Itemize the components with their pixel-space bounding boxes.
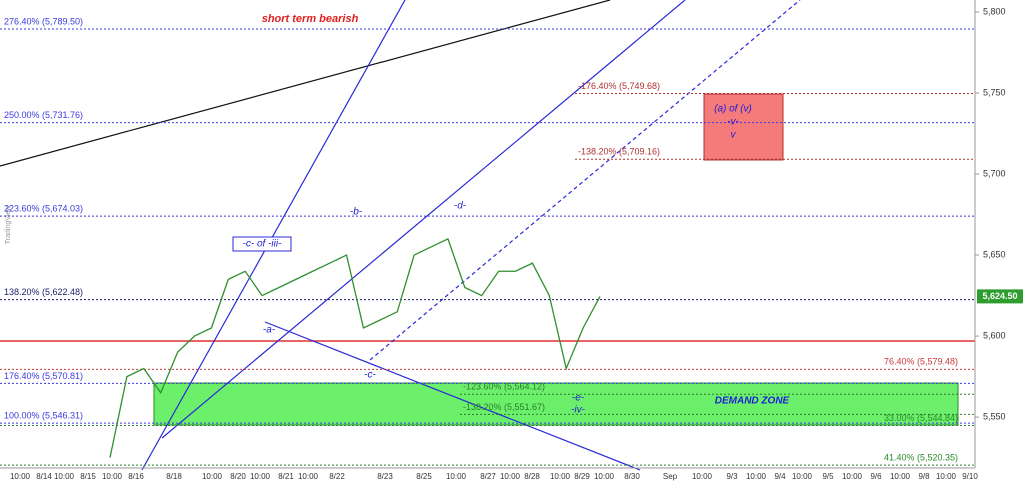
annotation: -a-	[263, 325, 276, 336]
x-tick-label: 10:00	[202, 472, 223, 481]
x-tick-label: 9/10	[962, 472, 978, 481]
x-tick-label: 8/15	[80, 472, 96, 481]
target-box	[703, 93, 784, 161]
x-tick-label: 8/14	[36, 472, 52, 481]
last-price-box	[977, 289, 1023, 304]
annotation: -b-	[350, 207, 363, 218]
y-tick-label: 5,650	[983, 249, 1006, 259]
x-tick-label: 10:00	[298, 472, 319, 481]
trend-line	[0, 0, 611, 167]
x-tick-label: 8/25	[416, 472, 432, 481]
x-tick-label: 10:00	[500, 472, 521, 481]
y-tick-label: 5,800	[983, 6, 1006, 16]
annotation: v	[731, 130, 737, 141]
channel-line	[369, 0, 801, 361]
level-label: -138.20% (5,551.67)	[463, 402, 545, 412]
demand-zone	[153, 382, 959, 426]
level-label: 138.20% (5,622.48)	[4, 287, 83, 297]
annotation: -d-	[454, 201, 467, 212]
x-tick-label: 9/8	[918, 472, 930, 481]
annotation: -c-	[364, 370, 376, 381]
level-label: 223.60% (5,674.03)	[4, 204, 83, 214]
x-tick-label: 9/6	[870, 472, 882, 481]
x-tick-label: 10:00	[792, 472, 813, 481]
x-tick-label: 10:00	[102, 472, 123, 481]
x-tick-label: 8/20	[230, 472, 246, 481]
x-tick-label: Sep	[663, 472, 678, 481]
level-label: 276.40% (5,789.50)	[4, 16, 83, 26]
annotation: -v-	[727, 117, 739, 128]
x-tick-label: 8/23	[377, 472, 393, 481]
x-tick-label: 9/5	[822, 472, 834, 481]
level-label: 33.00% (5,544.84)	[884, 413, 958, 423]
y-tick-label: 5,750	[983, 87, 1006, 97]
annotation-box	[232, 236, 292, 252]
level-label: 41.40% (5,520.35)	[884, 453, 958, 463]
trend-line	[141, 0, 406, 471]
y-tick-label: 5,600	[983, 330, 1006, 340]
y-tick-label: 5,700	[983, 168, 1006, 178]
level-label: 76.40% (5,579.48)	[884, 357, 958, 367]
level-label: -123.60% (5,564.12)	[463, 382, 545, 392]
x-tick-label: 10:00	[594, 472, 615, 481]
x-tick-label: 8/29	[574, 472, 590, 481]
chart-title: short term bearish	[262, 13, 359, 25]
x-tick-label: 8/22	[329, 472, 345, 481]
x-tick-label: 10:00	[692, 472, 713, 481]
x-tick-label: 10:00	[890, 472, 911, 481]
y-tick-label: 5,550	[983, 411, 1006, 421]
x-tick-label: 9/3	[726, 472, 738, 481]
annotation: -c- of -iii-	[243, 239, 283, 250]
level-label: -176.40% (5,749.68)	[578, 81, 660, 91]
x-tick-label: 10:00	[746, 472, 767, 481]
trend-line	[161, 0, 686, 439]
annotation: DEMAND ZONE	[715, 396, 790, 407]
x-tick-label: 10:00	[10, 472, 31, 481]
last-price-label: 5,624.50	[982, 291, 1017, 301]
x-tick-label: 8/16	[128, 472, 144, 481]
trend-line	[264, 321, 641, 471]
x-tick-label: 8/30	[624, 472, 640, 481]
annotation: (a) of (v)	[714, 104, 752, 115]
x-tick-label: 10:00	[550, 472, 571, 481]
level-label: -138.20% (5,709.16)	[578, 147, 660, 157]
x-tick-label: 10:00	[250, 472, 271, 481]
x-tick-label: 8/28	[524, 472, 540, 481]
x-tick-label: 10:00	[54, 472, 75, 481]
x-tick-label: 8/21	[278, 472, 294, 481]
x-tick-label: 10:00	[936, 472, 957, 481]
annotation: -e-	[572, 393, 585, 404]
level-label: 100.00% (5,546.31)	[4, 410, 83, 420]
level-label: 250.00% (5,731.76)	[4, 110, 83, 120]
level-label: 176.40% (5,570.81)	[4, 371, 83, 381]
x-tick-label: 8/18	[166, 472, 182, 481]
x-tick-label: 10:00	[446, 472, 467, 481]
annotation: -iv-	[571, 405, 586, 416]
price-line	[109, 237, 601, 458]
x-tick-label: 9/4	[774, 472, 786, 481]
watermark: TradingView	[5, 205, 12, 244]
x-tick-label: 8/27	[480, 472, 496, 481]
x-tick-label: 10:00	[842, 472, 863, 481]
